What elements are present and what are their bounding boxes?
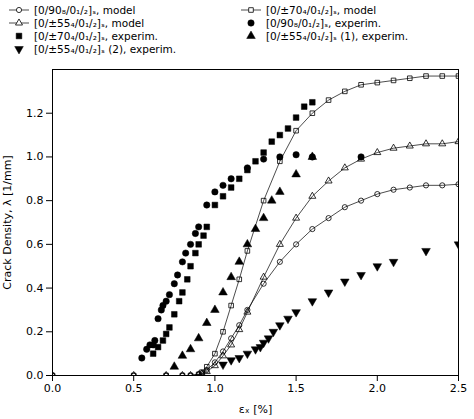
svg-text:0.8: 0.8 bbox=[26, 194, 44, 207]
svg-text:εₓ [%]: εₓ [%] bbox=[239, 403, 272, 416]
svg-text:Crack Density, λ [1/mm]: Crack Density, λ [1/mm] bbox=[1, 155, 14, 289]
svg-text:0.4: 0.4 bbox=[26, 282, 44, 295]
html-text:[0/90₈/0₁/₂]ₛ, model: [0/90₈/0₁/₂]ₛ, model bbox=[34, 4, 136, 16]
html-text:[0/±55₄/0₁/₂]ₛ (2), experim.: [0/±55₄/0₁/₂]ₛ (2), experim. bbox=[34, 43, 177, 55]
html-text:[0/±55₄/0₁/₂]ₛ (1), experim.: [0/±55₄/0₁/₂]ₛ (1), experim. bbox=[266, 30, 409, 42]
html-text:[0/90₈/0₁/₂]ₛ, experim.: [0/90₈/0₁/₂]ₛ, experim. bbox=[266, 17, 382, 29]
svg-text:1.5: 1.5 bbox=[287, 382, 305, 395]
svg-text:2.5: 2.5 bbox=[450, 382, 468, 395]
svg-text:0.2: 0.2 bbox=[26, 325, 44, 338]
svg-text:0.0: 0.0 bbox=[44, 382, 62, 395]
html-text:[0/±70₄/0₁/₂]ₛ, model: [0/±70₄/0₁/₂]ₛ, model bbox=[266, 4, 377, 16]
svg-text:0.6: 0.6 bbox=[26, 238, 44, 251]
svg-text:1.2: 1.2 bbox=[26, 107, 44, 120]
svg-text:1.0: 1.0 bbox=[26, 150, 44, 163]
svg-text:0.0: 0.0 bbox=[26, 369, 44, 382]
svg-text:0.5: 0.5 bbox=[125, 382, 143, 395]
html-text:[0/±70₄/0₁/₂]ₛ, experim.: [0/±70₄/0₁/₂]ₛ, experim. bbox=[34, 30, 158, 42]
svg-text:1.0: 1.0 bbox=[206, 382, 224, 395]
html-text:[0/±55₄/0₁/₂]ₛ, model: [0/±55₄/0₁/₂]ₛ, model bbox=[34, 17, 145, 29]
svg-text:2.0: 2.0 bbox=[369, 382, 387, 395]
